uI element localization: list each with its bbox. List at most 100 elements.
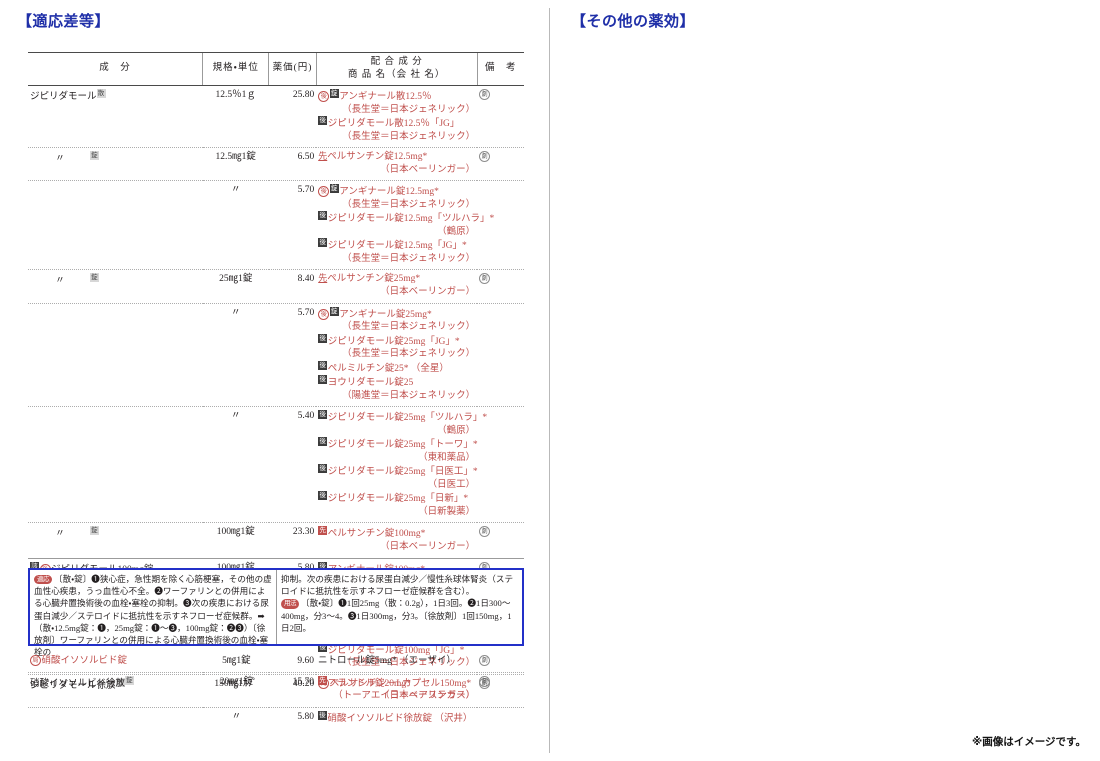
cell-spec-unit: 12.5㎎1錠 xyxy=(202,147,269,181)
table-row: 〃 5.40 後ジピリダモール錠25mg「ツルハラ」* （鶴原）後ジピリダモール錠25… xyxy=(28,406,524,523)
cell-price: 5.80 xyxy=(269,706,317,730)
cell-products: 後錠アンギナール錠12.5mg* （長生堂＝日本ジェネリック）後ジピリダモール錠1… xyxy=(316,180,494,270)
product-name: ペルサンチン錠100mg* xyxy=(327,529,426,540)
badge-該-icon: 該 xyxy=(30,561,39,571)
badge-後-icon: 後 xyxy=(318,561,328,571)
cell-ingredient: 局硝酸イソソルビド錠 xyxy=(28,652,203,672)
badge-後-icon: 後 xyxy=(318,491,328,501)
indication-tag: 適応 xyxy=(34,575,52,585)
product-maker: （長生堂＝日本ジェネリック） xyxy=(342,322,476,333)
header-product: 配 合 成 分 商 品 名（会 社 名） xyxy=(315,51,478,87)
cell-remark: 劇 xyxy=(477,671,524,708)
cell-ingredient: 〃錠 xyxy=(28,522,203,559)
badge-錠-icon: 錠 xyxy=(90,526,99,536)
product-maker: （長生堂＝日本ジェネリック） xyxy=(342,349,476,360)
cell-spec-unit: 〃 xyxy=(202,302,269,407)
cell-remark xyxy=(477,706,524,730)
badge-後-icon: 後 xyxy=(318,642,328,652)
product-name: ジピリダモール錠12.5mg「ツルハラ」* xyxy=(327,214,495,225)
cell-price: 23.30 xyxy=(268,522,317,559)
product-entry: 先ペルサンチン錠25mg* xyxy=(318,273,475,286)
remark-badges: 劇 xyxy=(479,675,522,688)
product-name: フランドル錠20mg* xyxy=(327,678,411,689)
cell-price: 25.80 xyxy=(268,85,317,148)
cell-price: 5.70 xyxy=(268,302,317,407)
cell-ingredient: 〃錠 xyxy=(28,269,203,303)
product-name: ニトロール錠5mg* xyxy=(318,656,397,666)
badge-先-icon: 先 xyxy=(318,273,328,284)
table-row: 〃錠 12.5㎎1錠 6.50 先ペルサンチン錠12.5mg* （日本ベーリンガー）劇 xyxy=(28,147,524,181)
cell-products: 先ペルサンチン錠25mg* （日本ベーリンガー） xyxy=(316,269,478,303)
badge-劇-icon: 劇 xyxy=(479,675,491,687)
cell-spec-unit: 25㎎1錠 xyxy=(202,269,269,303)
product-name: ペルサンチン錠25mg* xyxy=(327,274,421,285)
badge-後-icon: 後 xyxy=(318,360,328,370)
badge-劇-icon: 劇 xyxy=(479,89,491,101)
left-table-body-lower: 局硝酸イソソルビド錠 5㎎1錠 9.60 ニトロール錠5mg* （エーザイ）劇硝酸イソ… xyxy=(28,652,524,730)
cell-ingredient: 硝酸イソソルビド徐放錠 xyxy=(28,671,204,708)
cell-ingredient: 〃錠 xyxy=(28,147,203,181)
table-row: 〃 5.70 後錠アンギナール錠12.5mg* （長生堂＝日本ジェネリック）後ジピリダ… xyxy=(28,180,524,270)
badge-劇-icon: 劇 xyxy=(479,151,491,163)
product-entry: 後ジピリダモール錠25mg「トーワ」* xyxy=(318,437,478,452)
product-maker: （沢井） xyxy=(434,713,473,724)
indication-text: 〔散・錠〕❶狭心症，急性期を除く心筋梗塞，その他の虚血性心疾患，うっ血性心不全。… xyxy=(34,574,272,658)
product-maker: （長生堂＝日本ジェネリック） xyxy=(342,253,476,264)
cell-ingredient: ジピリダモール散 xyxy=(28,85,203,148)
product-maker: （日医工） xyxy=(427,479,476,490)
table-row: 〃 5.70 後錠アンギナール錠25mg* （長生堂＝日本ジェネリック）後ジピリダモー… xyxy=(28,302,524,407)
indication-continued-text: 抑制。次の疾患における尿蛋白減少／慢性糸球体腎炎（ステロイドに抵抗性を示すネフロ… xyxy=(281,574,514,597)
product-name: ペルサンチン錠12.5mg* xyxy=(327,152,428,163)
product-entry: 後錠アンギナール錠12.5mg* xyxy=(318,184,475,199)
product-entry: 後錠アンギナール散12.5％ xyxy=(318,89,475,104)
cell-ingredient xyxy=(28,406,203,523)
product-entry: 後ジピリダモール錠25mg「JG」* xyxy=(318,333,475,349)
badge-後-icon: 後 xyxy=(318,116,328,126)
table-row: ジピリダモール散 12.5％1ｇ 25.80 後錠アンギナール散12.5％ （長生堂＝日… xyxy=(28,85,524,148)
badge-錠-icon: 錠 xyxy=(329,306,339,316)
badge-劇-icon: 劇 xyxy=(479,655,491,666)
remark-badges: 劇 xyxy=(479,273,522,285)
left-info-box: 適応 〔散・錠〕❶狭心症，急性期を除く心筋梗塞，その他の虚血性心疾患，うっ血性心不… xyxy=(28,568,524,657)
cell-spec-unit: 12.5％1ｇ xyxy=(202,85,269,148)
product-name: 硝酸イソソルビド徐放錠 xyxy=(327,713,433,724)
header-spec-unit: 規格・単位 xyxy=(202,51,269,87)
cell-products: 後硝酸イソソルビド徐放錠 （沢井） xyxy=(316,706,478,730)
cell-price: 9.60 xyxy=(297,656,315,666)
cell-products: 後錠アンギナール散12.5％ （長生堂＝日本ジェネリック）後ジピリダモール散12.… xyxy=(316,85,478,148)
cell-remark xyxy=(477,302,524,407)
product-maker: （鶴原） xyxy=(437,226,476,237)
product-name: アンギナール散12.5％ xyxy=(339,92,432,103)
badge-後-icon: 後 xyxy=(318,186,330,198)
product-entry: 後ジピリダモール錠12.5mg「ツルハラ」* xyxy=(318,211,494,226)
cell-remark: 劇 xyxy=(477,652,524,672)
left-drug-table-lower: 局硝酸イソソルビド錠 5㎎1錠 9.60 ニトロール錠5mg* （エーザイ）劇硝酸イソ… xyxy=(28,652,524,730)
product-name: ジピリダモール錠100mg「JG」* xyxy=(327,645,465,656)
badge-劇-icon: 劇 xyxy=(479,273,491,285)
ditto-mark: 〃 xyxy=(55,154,65,165)
product-entry: 先フランドル錠20mg* xyxy=(318,675,475,691)
cell-price: 15.70 xyxy=(269,671,317,708)
cell-products: 後錠アンギナール錠25mg* （長生堂＝日本ジェネリック）後ジピリダモール錠25m… xyxy=(316,302,478,407)
image-disclaimer-footnote: ※画像はイメージです。 xyxy=(972,736,1086,748)
product-name: ジピリダモール錠25mg「日医工」* xyxy=(327,467,478,478)
badge-後-icon: 後 xyxy=(318,333,328,343)
product-entry: 後ジピリダモール散12.5％「JG」 xyxy=(318,116,475,131)
cell-price: 5.70 xyxy=(268,180,317,270)
cell-spec-unit: 100㎎1錠 xyxy=(202,522,269,559)
product-name: ジピリダモール錠25mg「トーワ」* xyxy=(327,440,478,451)
table-row: 〃錠 100㎎1錠 23.30 先ペルサンチン錠100mg* （日本ベーリンガー）劇 xyxy=(28,522,524,559)
cell-remark: 劇 xyxy=(477,522,524,559)
right-section-title: 【その他の薬効】 xyxy=(571,12,696,30)
badge-後-icon: 後 xyxy=(318,238,328,248)
product-maker: （陽進堂＝日本ジェネリック） xyxy=(342,390,476,401)
product-maker: （鶴原） xyxy=(437,425,476,436)
product-entry: 後硝酸イソソルビド徐放錠 （沢井） xyxy=(318,710,475,726)
cell-ingredient xyxy=(28,302,203,407)
product-maker: （日本ベーリンガー） xyxy=(380,164,476,175)
product-maker: （全星） xyxy=(410,363,449,374)
badge-劇-icon: 劇 xyxy=(479,526,491,538)
cell-price: 5.40 xyxy=(268,406,317,523)
badge-後-icon: 後 xyxy=(318,211,328,221)
